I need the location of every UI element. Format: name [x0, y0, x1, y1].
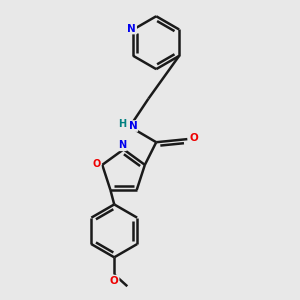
- Text: O: O: [92, 159, 101, 169]
- Text: N: N: [128, 23, 136, 34]
- Text: N: N: [118, 140, 126, 150]
- Text: O: O: [110, 276, 118, 286]
- Text: O: O: [190, 133, 199, 143]
- Text: N: N: [128, 121, 137, 131]
- Text: H: H: [118, 119, 126, 129]
